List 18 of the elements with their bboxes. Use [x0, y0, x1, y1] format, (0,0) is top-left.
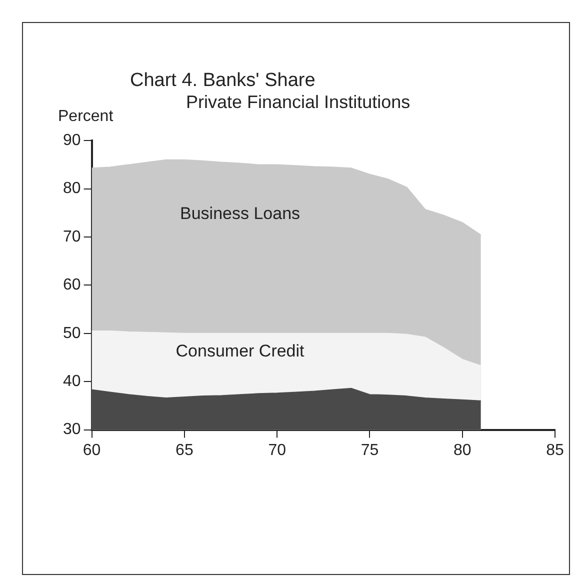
x-tick-label: 75 — [360, 442, 379, 459]
x-tick-label: 60 — [82, 442, 101, 459]
y-tick-label: 30 — [63, 421, 81, 438]
x-tick-label: 65 — [176, 442, 194, 459]
y-tick-label: 90 — [63, 132, 81, 150]
y-tick-label: 60 — [63, 276, 81, 294]
y-tick-label: 50 — [63, 324, 81, 342]
x-tick-label: 80 — [453, 442, 472, 459]
series-label: Consumer Credit — [176, 341, 305, 360]
y-tick-label: 40 — [63, 373, 81, 390]
chart-subtitle: Private Financial Institutions — [186, 92, 410, 113]
y-tick-label: 70 — [63, 228, 81, 246]
chart-title: Chart 4. Banks' Share — [130, 70, 316, 92]
x-tick-label: 70 — [268, 442, 286, 459]
series-label: Business Loans — [180, 204, 300, 223]
y-tick-label: 80 — [63, 180, 81, 198]
x-tick-label: 85 — [546, 442, 564, 459]
y-axis-title: Percent — [58, 108, 114, 126]
